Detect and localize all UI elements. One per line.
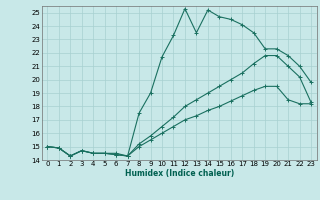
X-axis label: Humidex (Indice chaleur): Humidex (Indice chaleur) [124,169,234,178]
